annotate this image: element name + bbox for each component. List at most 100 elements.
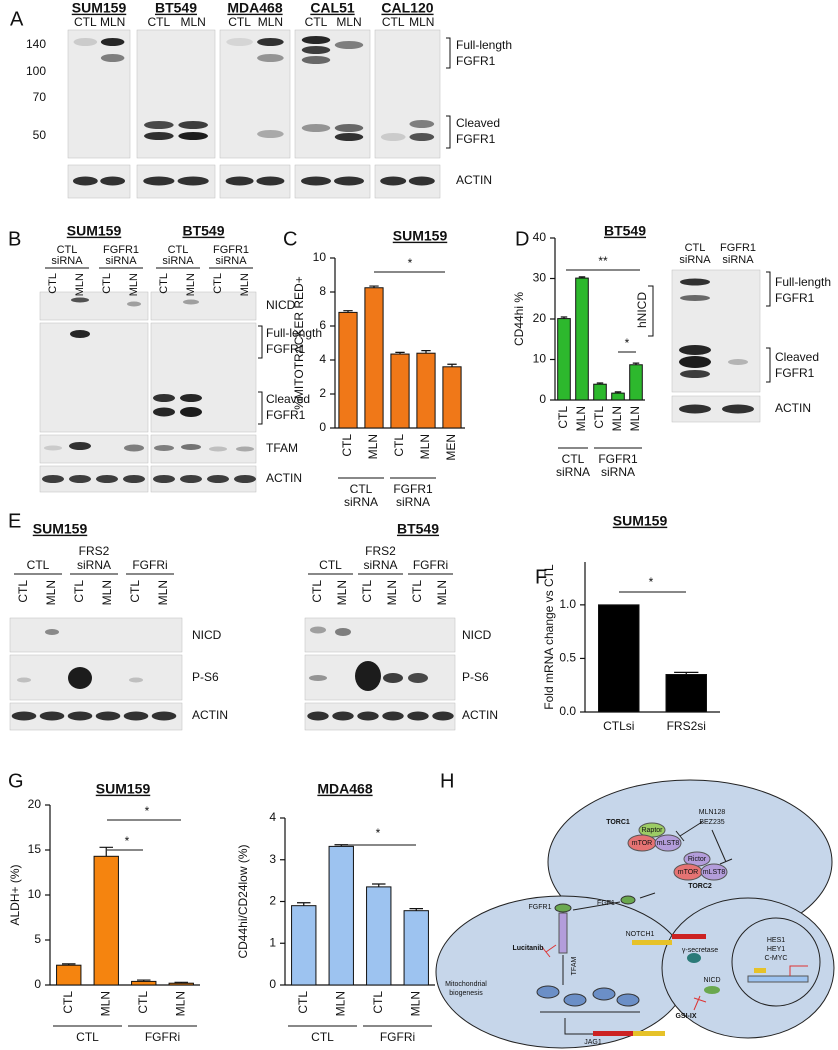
diagram-label: mLST8 xyxy=(657,840,680,847)
band xyxy=(679,356,711,368)
mitochondrion xyxy=(563,993,587,1007)
band xyxy=(355,661,381,691)
notch1 xyxy=(632,940,672,945)
bracket xyxy=(446,115,451,149)
lane-label: CTL xyxy=(158,273,170,294)
band xyxy=(382,711,404,721)
transcription xyxy=(789,965,808,976)
band xyxy=(44,445,62,451)
band xyxy=(301,36,331,44)
x-tick-label: MLN xyxy=(173,991,187,1016)
bar xyxy=(93,855,119,986)
bar xyxy=(611,392,625,401)
error-bar xyxy=(137,979,151,982)
group-label: CTL xyxy=(27,558,50,572)
annotation: * xyxy=(625,336,630,350)
group-label: siRNA xyxy=(601,465,635,479)
chart-title: SUM159 xyxy=(96,781,151,797)
bar xyxy=(291,905,317,986)
band xyxy=(334,176,364,186)
diagram-label: mLST8 xyxy=(703,869,726,876)
x-tick-label: MLN xyxy=(408,991,422,1016)
bar xyxy=(575,277,589,401)
label: ACTIN xyxy=(192,708,228,722)
group-label: FRS2 xyxy=(79,544,110,558)
lane-label: MLN xyxy=(185,273,197,296)
cell-line: CAL51 xyxy=(310,0,355,16)
blot xyxy=(9,617,183,653)
band xyxy=(207,475,229,483)
group-label: CTL xyxy=(57,244,78,256)
y-tick-label: 10 xyxy=(533,352,547,366)
band xyxy=(256,176,285,186)
group-label: CTL xyxy=(350,482,373,496)
band xyxy=(153,394,175,402)
annotation: * xyxy=(145,804,150,818)
band xyxy=(225,176,254,186)
nucleus xyxy=(731,917,821,1007)
y-tick-label: 2 xyxy=(269,894,276,908)
lane-label: MLN xyxy=(336,15,361,29)
nicd xyxy=(704,986,720,994)
error-bar xyxy=(409,907,423,911)
chart-title: BT549 xyxy=(604,223,646,239)
bracket xyxy=(446,37,451,69)
y-tick-label: 5 xyxy=(34,932,41,946)
band xyxy=(153,475,175,483)
band xyxy=(45,629,59,635)
diagram-label: MLN128 xyxy=(699,809,726,816)
bar xyxy=(629,364,643,401)
band xyxy=(69,475,91,483)
diagram-label: NICD xyxy=(703,977,720,984)
lane-label: MLN xyxy=(156,580,170,605)
band xyxy=(71,297,89,303)
group-label: FGFR1 xyxy=(598,452,638,466)
band xyxy=(257,54,284,62)
gene xyxy=(754,968,766,973)
y-tick-label: 0 xyxy=(34,977,41,991)
band xyxy=(100,38,125,46)
label: Cleaved xyxy=(266,392,310,406)
band xyxy=(144,132,174,140)
band xyxy=(123,475,145,483)
lane-label: CTL xyxy=(305,15,328,29)
band xyxy=(335,628,351,636)
y-tick-label: 0 xyxy=(539,392,546,406)
band xyxy=(301,176,331,186)
diagram-label: biogenesis xyxy=(449,990,483,997)
lane-label: CTL xyxy=(310,580,324,603)
blot xyxy=(219,29,291,159)
label: FGFR1 xyxy=(266,408,306,422)
error-bar xyxy=(369,285,379,288)
bracket xyxy=(258,391,263,425)
band xyxy=(407,711,429,721)
diagram-label: Mitochondrial xyxy=(445,981,487,988)
band xyxy=(100,176,126,186)
lane-label: CTL xyxy=(382,15,405,29)
lane-label: CTL xyxy=(74,15,97,29)
error-bar xyxy=(674,671,699,675)
group-label: FGFR1 xyxy=(393,482,433,496)
y-tick-label: 30 xyxy=(533,271,547,285)
lane-label: CTL xyxy=(228,15,251,29)
gamma-secretase xyxy=(687,953,701,963)
band xyxy=(380,176,407,186)
lane-label: MLN xyxy=(180,15,205,29)
marker: 50 xyxy=(33,128,47,142)
blot xyxy=(67,29,131,159)
y-axis-label: CD44hi/CD24low (%) xyxy=(236,844,250,958)
bar xyxy=(598,604,640,713)
inhibition xyxy=(675,821,733,865)
lane-label: MLN xyxy=(74,273,86,296)
band xyxy=(301,124,331,132)
diagram-label: γ-secretase xyxy=(682,947,718,954)
y-tick-label: 10 xyxy=(313,250,327,264)
error-bar xyxy=(99,846,113,857)
label: ACTIN xyxy=(266,471,302,485)
group-label: siRNA xyxy=(215,255,247,267)
y-tick-label: 4 xyxy=(269,810,276,824)
lane-label: CTL xyxy=(47,273,59,294)
bracket xyxy=(766,347,771,383)
error-bar xyxy=(447,363,457,367)
x-tick-label: CTL xyxy=(392,434,406,457)
